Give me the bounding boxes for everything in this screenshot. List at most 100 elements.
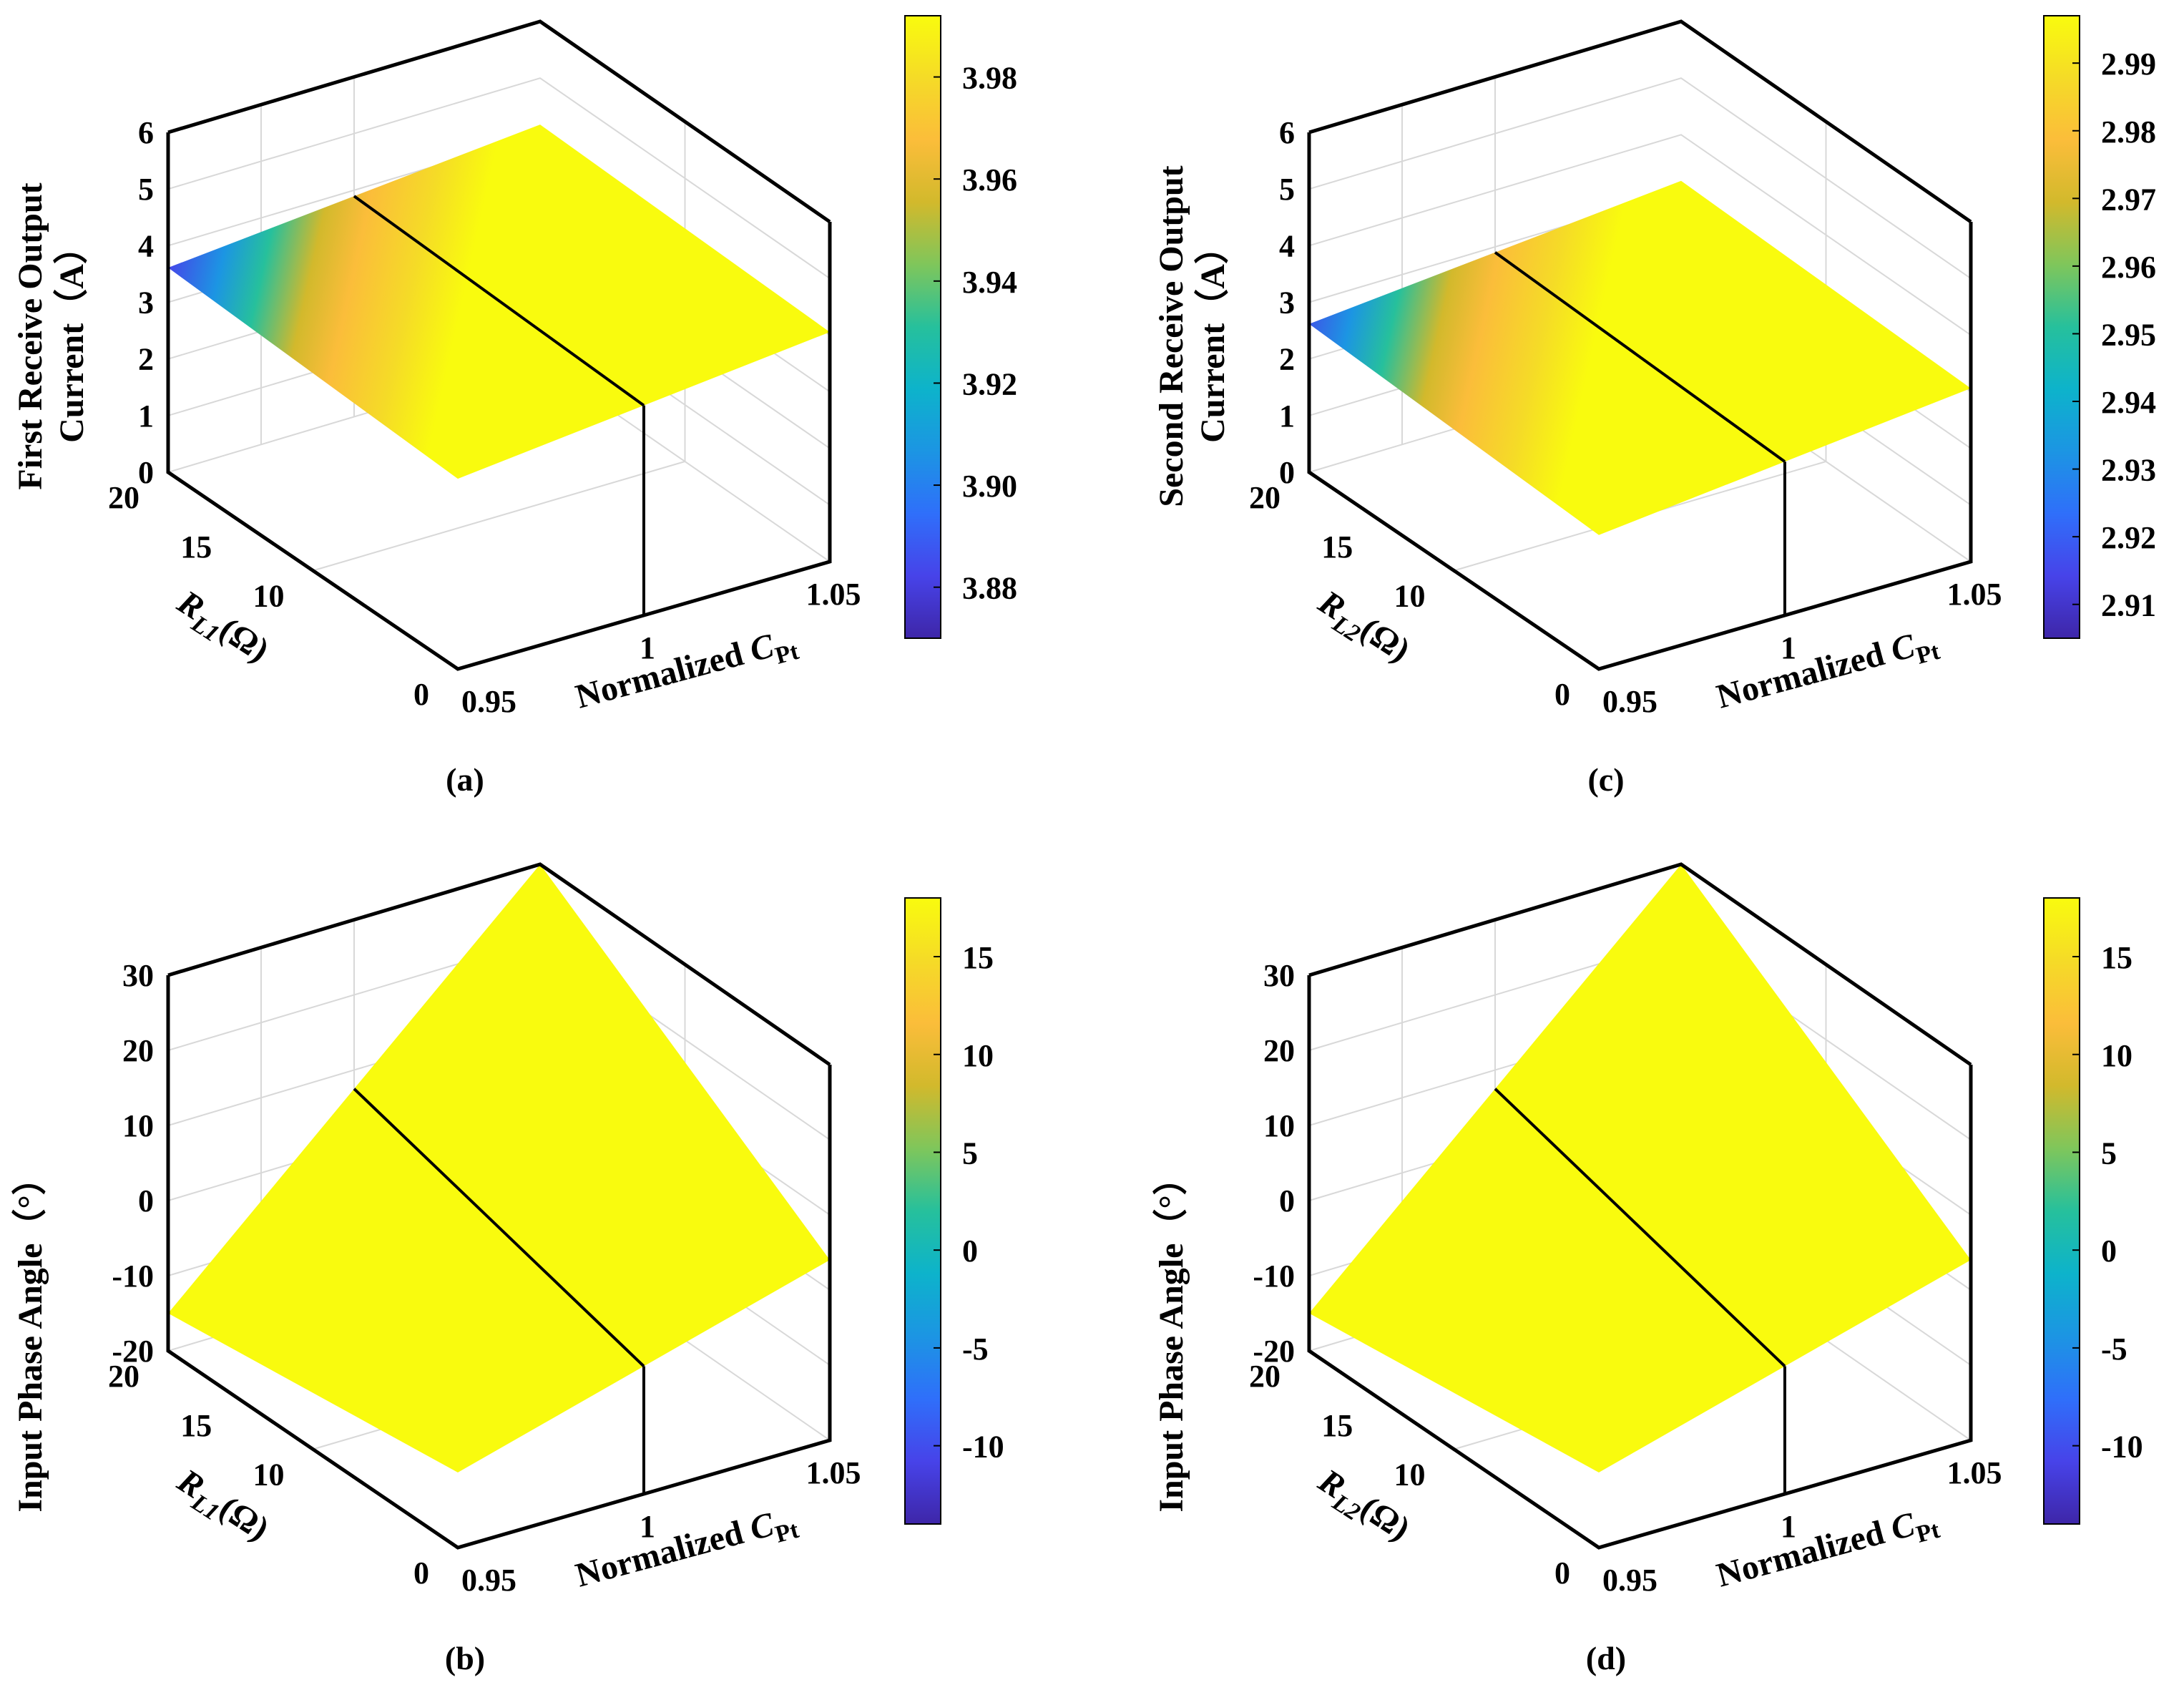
x-axis-label-main: Normalized [572, 632, 755, 715]
colorbar: 2.91 2.92 2.93 2.94 2.95 2.96 2.97 2.98 2.99 [2043, 15, 2156, 639]
colorbar-bar [2043, 897, 2080, 1525]
axis-box-front [166, 132, 832, 671]
grid-line-floor [313, 461, 685, 572]
y-tick-label: 10 [253, 1457, 285, 1493]
colorbar-tick-label: 3.90 [962, 469, 1017, 504]
z-tick-label: 20 [122, 1033, 154, 1068]
colorbar-tick-label: 10 [2101, 1038, 2132, 1073]
x-tick-label: 1.05 [806, 1455, 861, 1490]
z-tick-label: 0 [138, 455, 154, 490]
grid-line-z [1308, 134, 1972, 336]
grid-line-z [167, 77, 831, 279]
cpt-1-line [1494, 251, 1786, 463]
y-axis-label-unit: (Ω) [213, 1489, 276, 1548]
axis-box-top [167, 19, 831, 224]
colorbar-tick-label: 5 [2101, 1135, 2117, 1171]
z-tick-label: 10 [122, 1108, 154, 1143]
axis-box-front [1307, 132, 1973, 671]
panel-caption: (c) [1587, 761, 1624, 798]
y-tick-label: 10 [1394, 1457, 1426, 1493]
y-tick-label: 10 [253, 579, 285, 614]
chart-panel-4: -20 -10 0 10 20 30 0 10 15 20 0.95 1 1.05 Input Phase… [1152, 862, 2143, 1676]
x-axis-label-subscript: Pt [773, 638, 802, 670]
chart-panel-2: -20 -10 0 10 20 30 0 10 15 20 0.95 1 1.05 Input Phase… [11, 862, 1004, 1676]
panel-caption: (b) [445, 1640, 485, 1676]
z-tick-label: 3 [138, 285, 154, 321]
z-tick-label: 30 [1263, 958, 1295, 993]
y-tick-label: 15 [1321, 529, 1353, 565]
z-tick-label: 20 [1263, 1033, 1295, 1068]
y-tick-label: 20 [108, 480, 139, 515]
colorbar-tick-label: 0 [2101, 1234, 2117, 1269]
z-tick-label: 3 [1279, 285, 1295, 321]
colorbar-tick-label: 15 [962, 940, 994, 975]
z-tick-label: 6 [1279, 115, 1295, 150]
z-tick-label: 0 [1279, 455, 1295, 490]
y-tick-label: 15 [1321, 1408, 1353, 1443]
x-axis-label-main: Normalized [572, 1511, 755, 1594]
x-tick-label: 0.95 [461, 684, 516, 719]
colorbar-tick-label: -10 [962, 1430, 1004, 1465]
z-tick-label: 5 [1279, 172, 1295, 207]
axis-box-front [1307, 975, 1973, 1550]
colorbar-tick-label: 2.95 [2101, 317, 2156, 352]
z-tick-label: -10 [1253, 1259, 1295, 1294]
colorbar-tick-label: 3.92 [962, 366, 1017, 401]
z-axis-label: Input Phase Angle（°） [11, 1161, 49, 1512]
z-tick-label: 1 [138, 399, 154, 434]
colorbar-tick-label: 2.97 [2101, 182, 2156, 217]
x-tick-label: 1 [1781, 630, 1796, 665]
z-axis-label-line: Current（A） [1194, 230, 1232, 443]
z-axis-label: First Receive Output Current（A） [11, 182, 91, 489]
colorbar-tick-label: 5 [962, 1135, 978, 1171]
z-tick-label: 0 [138, 1183, 154, 1218]
axis-box-top [1308, 19, 1972, 224]
x-axis-label: Normalized CPt [1713, 1499, 1943, 1601]
colorbar-tick-label: 3.96 [962, 162, 1017, 197]
x-tick-label: 0.95 [461, 1563, 516, 1598]
x-axis-label-subscript: Pt [773, 1517, 802, 1548]
surface [168, 864, 830, 1472]
z-tick-label: 5 [138, 172, 154, 207]
x-tick-label: 1 [640, 630, 655, 665]
colorbar: -10 -5 0 5 10 15 [904, 897, 1004, 1525]
colorbar-tick-label: -5 [2101, 1332, 2127, 1367]
axis-box-top [1308, 862, 1972, 1067]
colorbar-tick-label: 2.99 [2101, 47, 2156, 82]
colorbar-tick-label: 2.92 [2101, 520, 2156, 555]
chart-panel-1: 0 1 2 3 4 5 6 0 10 15 20 0.95 1 1.05 First Receive Out… [11, 15, 1017, 798]
x-axis-label-subscript: Pt [1914, 1517, 1943, 1548]
x-tick-label: 1.05 [1947, 1455, 2002, 1490]
x-tick-label: 1 [640, 1509, 655, 1544]
y-tick-label: 15 [180, 1408, 212, 1443]
colorbar-tick-label: 3.88 [962, 571, 1017, 606]
surface [1309, 864, 1971, 1472]
colorbar-tick-label: 15 [2101, 940, 2132, 975]
colorbar-tick-label: 2.96 [2101, 250, 2156, 285]
y-tick-label: 0 [1554, 677, 1570, 712]
x-axis-label: Normalized CPt [572, 620, 802, 722]
y-axis-label-unit: (Ω) [1354, 1489, 1417, 1548]
x-axis-label: Normalized CPt [572, 1499, 802, 1601]
colorbar-tick-label: 2.98 [2101, 114, 2156, 150]
x-tick-label: 1 [1781, 1509, 1796, 1544]
grid-line-z [1308, 77, 1972, 279]
cpt-1-line [353, 195, 645, 407]
colorbar-tick-label: 2.93 [2101, 453, 2156, 488]
axis-box-front [166, 975, 832, 1550]
colorbar-tick-label: -10 [2101, 1430, 2143, 1465]
z-axis-label-line: Input Phase Angle（°） [11, 1161, 49, 1512]
z-axis-label: Input Phase Angle（°） [1152, 1161, 1190, 1512]
colorbar-tick-label: 10 [962, 1038, 994, 1073]
z-tick-label: 4 [1279, 228, 1295, 263]
colorbar-tick-label: -5 [962, 1332, 989, 1367]
axis-box-top [167, 862, 831, 1067]
colorbar-tick-label: 2.94 [2101, 385, 2156, 420]
grid-line-z [1308, 20, 1972, 223]
z-tick-label: 2 [138, 342, 154, 377]
z-axis-label-line: Current（A） [53, 230, 91, 443]
x-tick-label: 0.95 [1602, 1563, 1657, 1598]
y-tick-label: 0 [1554, 1555, 1570, 1591]
x-axis-label-subscript: Pt [1914, 638, 1943, 670]
